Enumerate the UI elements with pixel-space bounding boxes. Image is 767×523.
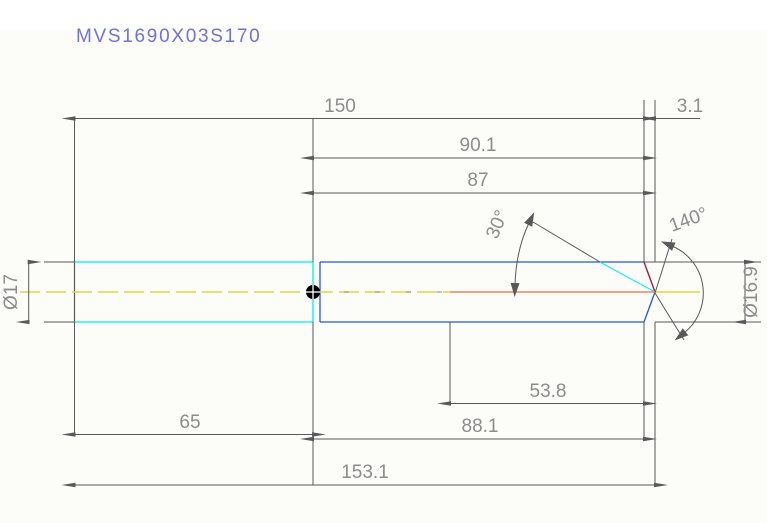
- svg-text:3.1: 3.1: [677, 96, 703, 117]
- svg-text:153.1: 153.1: [341, 462, 389, 483]
- svg-text:Ø17: Ø17: [1, 274, 22, 310]
- svg-text:53.8: 53.8: [530, 381, 567, 402]
- svg-text:MVS1690X03S170: MVS1690X03S170: [76, 26, 261, 47]
- svg-text:Ø16.9: Ø16.9: [741, 266, 762, 318]
- svg-text:150: 150: [324, 96, 356, 117]
- svg-text:65: 65: [179, 412, 200, 433]
- svg-text:90.1: 90.1: [460, 135, 497, 156]
- svg-text:87: 87: [467, 170, 488, 191]
- svg-text:88.1: 88.1: [462, 416, 499, 437]
